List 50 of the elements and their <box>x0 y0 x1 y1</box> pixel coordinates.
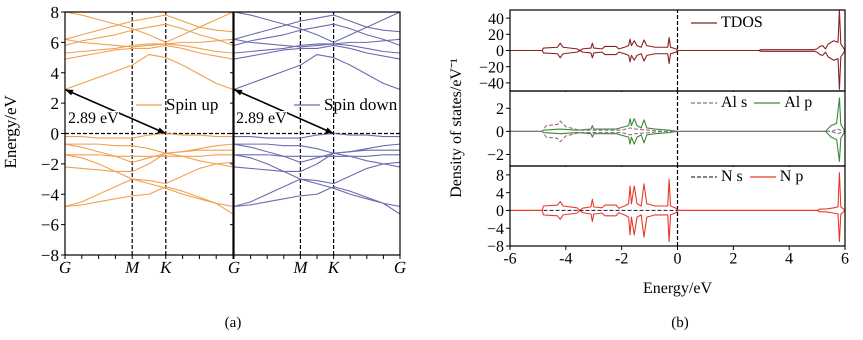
x-tick-label: -6 <box>503 250 517 268</box>
x-tick-label: 0 <box>674 250 682 268</box>
y-tick-label: 0 <box>496 203 504 220</box>
y-tick-label: 2 <box>496 100 504 118</box>
y-tick-label: 4 <box>50 64 60 83</box>
y-tick-label: −2 <box>486 147 504 164</box>
x-tick-label: G <box>394 258 406 278</box>
text: (a) <box>224 315 242 332</box>
x-tick-label: -4 <box>559 250 572 268</box>
y-tick-label: 8 <box>496 168 504 185</box>
y-tick-label: 6 <box>50 33 59 52</box>
legend-label: N s <box>721 168 743 186</box>
y-tick-label: 8 <box>50 3 59 22</box>
legend-label: Al p <box>784 94 812 112</box>
x-tick-label: M <box>292 258 308 278</box>
annotation: 2.89 eV <box>68 110 119 127</box>
y-tick-label: −8 <box>40 246 59 266</box>
y-tick-label: 0 <box>50 124 59 144</box>
x-tick-label: 6 <box>841 250 849 268</box>
y-tick-label: −2 <box>40 154 59 174</box>
legend-label: Al s <box>721 94 748 112</box>
y-tick-label: −20 <box>478 59 504 76</box>
text: (b) <box>671 315 689 332</box>
legend-label: Spin down <box>324 95 398 115</box>
x-tick-label: 4 <box>785 250 794 268</box>
y-tick-label: −4 <box>40 185 60 204</box>
y-axis-title: Density of states/eV⁻¹ <box>447 58 466 198</box>
y-tick-label: 0 <box>496 124 504 142</box>
y-tick-label: −6 <box>40 216 59 235</box>
legend-label: N p <box>780 168 804 186</box>
y-tick-label: −40 <box>478 76 504 93</box>
y-tick-label: 0 <box>496 43 504 60</box>
x-tick-label: G <box>228 258 240 278</box>
y-tick-label: −8 <box>486 238 504 256</box>
x-tick-label: G <box>58 258 72 278</box>
x-tick-label: 2 <box>729 250 738 268</box>
x-tick-label: K <box>326 258 341 278</box>
y-axis-title: Energy/eV <box>1 94 20 168</box>
x-tick-label: M <box>124 258 140 278</box>
annotation: 2.89 eV <box>236 110 287 127</box>
y-tick-label: 20 <box>488 26 504 44</box>
x-axis-title: Energy/eV <box>642 280 712 297</box>
y-tick-label: 2 <box>50 94 59 114</box>
y-tick-label: 40 <box>488 10 504 28</box>
legend-label: Spin up <box>166 95 218 115</box>
legend-label: TDOS <box>721 14 763 32</box>
y-tick-label: 4 <box>496 185 504 202</box>
x-tick-label: -2 <box>615 250 628 268</box>
x-tick-label: K <box>159 258 174 278</box>
y-tick-label: −4 <box>486 220 504 238</box>
